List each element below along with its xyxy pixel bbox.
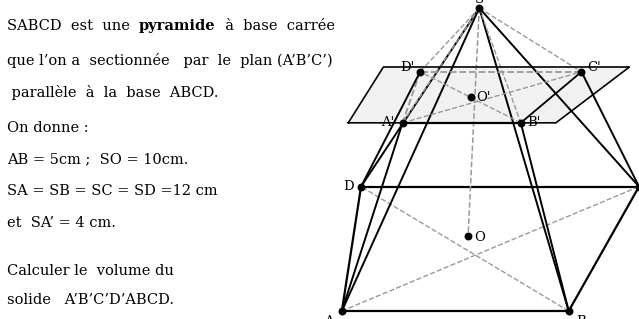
Polygon shape xyxy=(348,67,629,123)
Text: O: O xyxy=(473,231,485,244)
Text: pyramide: pyramide xyxy=(139,19,215,33)
Text: D: D xyxy=(343,180,353,193)
Text: O': O' xyxy=(476,91,491,104)
Point xyxy=(466,95,477,100)
Text: C': C' xyxy=(587,62,601,74)
Text: que l’on a  sectionnée   par  le  plan (A’B’C’): que l’on a sectionnée par le plan (A’B’C… xyxy=(7,53,332,68)
Text: B: B xyxy=(576,315,586,319)
Text: à  base  carrée: à base carrée xyxy=(215,19,335,33)
Text: A': A' xyxy=(381,116,395,129)
Text: et  SA’ = 4 cm.: et SA’ = 4 cm. xyxy=(7,216,116,230)
Point xyxy=(634,184,639,189)
Text: AB = 5cm ;  SO = 10cm.: AB = 5cm ; SO = 10cm. xyxy=(7,152,188,167)
Text: Calculer le  volume du: Calculer le volume du xyxy=(7,264,174,278)
Text: solide   A’B’C’D’ABCD.: solide A’B’C’D’ABCD. xyxy=(7,293,174,307)
Point xyxy=(516,120,526,125)
Point xyxy=(337,308,347,314)
Text: SABCD  est  une: SABCD est une xyxy=(7,19,139,33)
Text: B': B' xyxy=(528,116,541,129)
Point xyxy=(356,184,366,189)
Point xyxy=(415,69,426,74)
Text: D': D' xyxy=(400,62,415,74)
Text: parallèle  à  la  base  ABCD.: parallèle à la base ABCD. xyxy=(7,85,219,100)
Text: On donne :: On donne : xyxy=(7,121,88,135)
Point xyxy=(397,120,408,125)
Point xyxy=(576,69,587,74)
Point xyxy=(564,308,574,314)
Text: S: S xyxy=(475,0,484,5)
Point xyxy=(474,5,484,11)
Text: A: A xyxy=(324,315,334,319)
Point xyxy=(463,234,473,239)
Text: SA = SB = SC = SD =12 cm: SA = SB = SC = SD =12 cm xyxy=(7,184,217,198)
